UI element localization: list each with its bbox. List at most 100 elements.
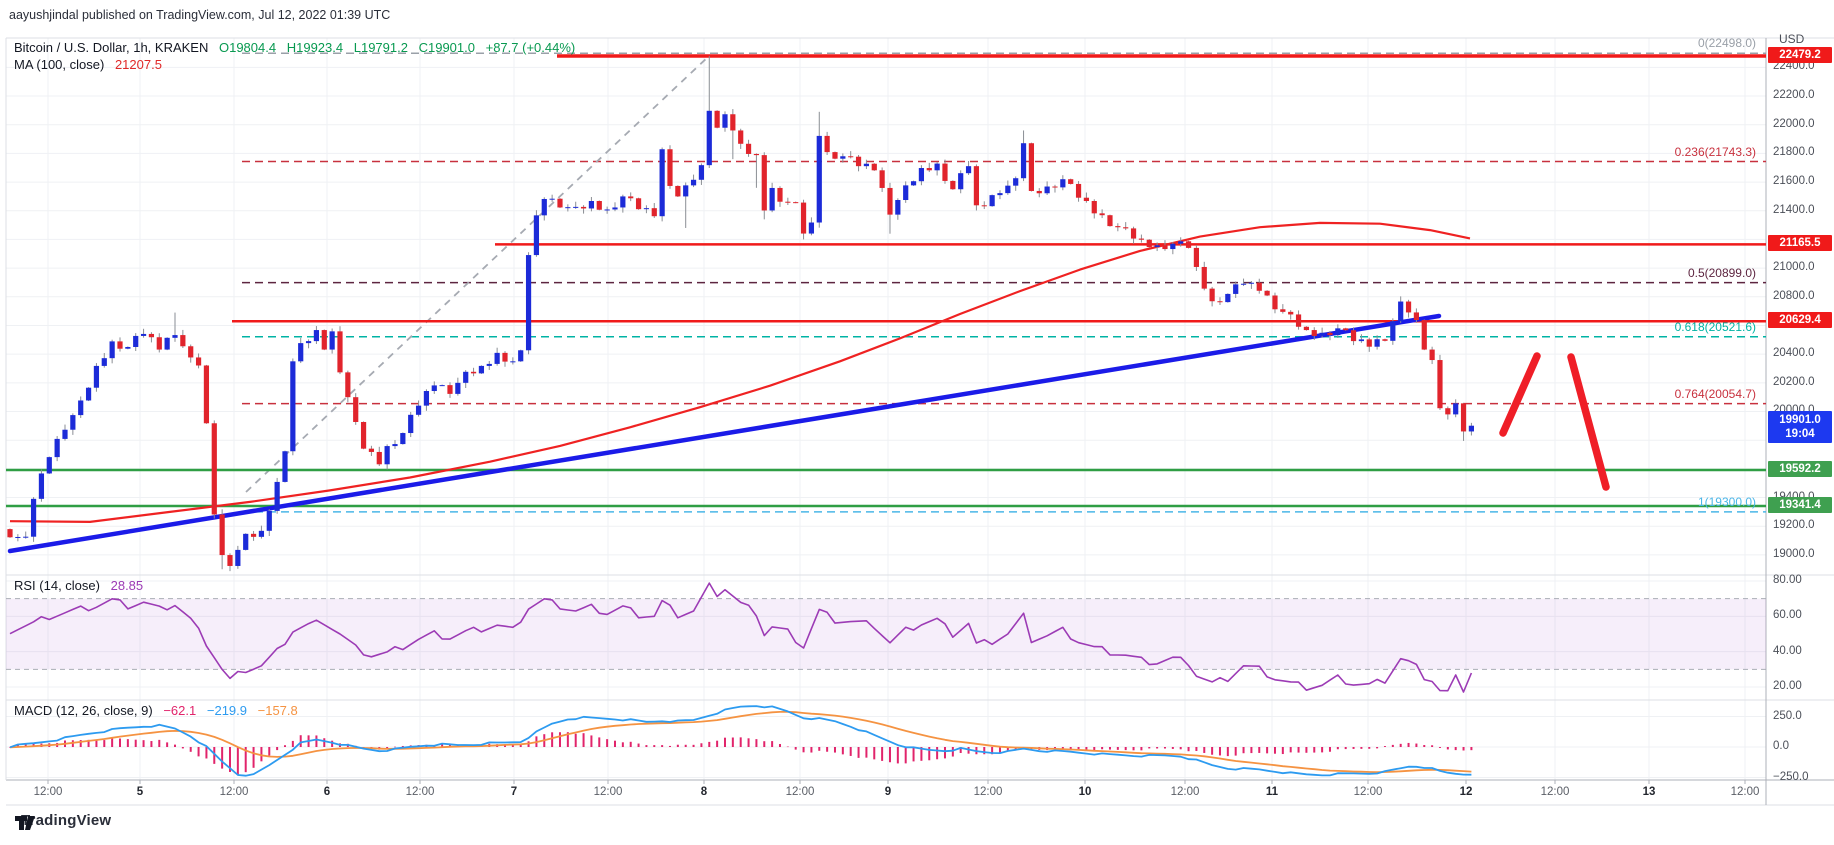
current-price-badge: 19901.0 19:04 xyxy=(1768,411,1832,443)
macd-histogram-bar xyxy=(1415,743,1418,747)
macd-histogram-bar xyxy=(1006,747,1009,751)
macd-axis-label: −250.0 xyxy=(1773,771,1809,783)
legend-close: C19901.0 xyxy=(418,40,475,55)
rsi-legend[interactable]: RSI (14, close) 28.85 xyxy=(14,578,150,593)
macd-legend[interactable]: MACD (12, 26, close, 9) −62.1 −219.9 −15… xyxy=(14,703,305,718)
time-axis-label: 12:00 xyxy=(1730,786,1760,798)
fib-retracement-lines[interactable] xyxy=(242,52,1766,513)
macd-histogram-bar xyxy=(629,741,632,747)
macd-histogram-bar xyxy=(1344,747,1347,750)
macd-histogram-bar xyxy=(252,747,255,768)
macd-histogram-bar xyxy=(173,744,176,747)
macd-histogram-bar xyxy=(849,747,852,756)
macd-histogram-bar xyxy=(511,744,514,747)
macd-histogram-bar xyxy=(1093,747,1096,751)
macd-histogram-bar xyxy=(1321,747,1324,753)
price-axis-label: 19200.0 xyxy=(1773,519,1815,531)
price-axis-label: 19000.0 xyxy=(1773,548,1815,560)
legend-open: O19804.4 xyxy=(218,40,277,55)
macd-histogram-bar xyxy=(739,737,742,747)
macd-histogram-bar xyxy=(213,747,216,764)
macd-histogram-bar xyxy=(1407,742,1410,747)
macd-histogram-bar xyxy=(1462,747,1465,751)
macd-histogram-bar xyxy=(166,742,169,747)
macd-histogram-bar xyxy=(142,740,145,747)
macd-histogram-bar xyxy=(118,738,121,747)
macd-histogram-bar xyxy=(1360,747,1363,749)
rsi-pane[interactable] xyxy=(9,582,1473,693)
macd-histogram-bar xyxy=(881,747,884,761)
support-resistance-lines[interactable] xyxy=(6,54,1766,508)
macd-histogram-bar xyxy=(1266,747,1269,754)
macd-histogram-bar xyxy=(1053,747,1056,749)
macd-axis-label: 0.0 xyxy=(1773,740,1789,752)
macd-histogram-bar xyxy=(1273,747,1276,754)
macd-histogram-bar xyxy=(936,747,939,760)
price-axis-label: 21600.0 xyxy=(1773,175,1815,187)
trend-projection-dashed-line[interactable] xyxy=(245,55,710,493)
macd-histogram-bar xyxy=(1132,747,1135,751)
macd-histogram-bar xyxy=(661,745,664,747)
macd-histogram-bar xyxy=(1156,747,1159,749)
macd-histogram-bar xyxy=(401,745,404,747)
macd-histogram-bar xyxy=(700,743,703,747)
macd-histogram-bar xyxy=(1234,747,1237,756)
macd-histogram-bar xyxy=(291,740,294,747)
time-axis-label: 12:00 xyxy=(973,786,1003,798)
ascending-trendline[interactable] xyxy=(7,313,1442,554)
macd-histogram-bar xyxy=(79,740,82,747)
tradingview-logo-text: TradingView xyxy=(21,812,112,829)
candle-countdown: 19:04 xyxy=(1785,428,1815,440)
macd-histogram-bar xyxy=(1399,743,1402,747)
pane-frame xyxy=(5,37,1834,806)
macd-histogram-bar xyxy=(519,744,522,747)
macd-histogram-bar xyxy=(331,740,334,747)
price-axis-label: 20400.0 xyxy=(1773,347,1815,359)
macd-histogram-bar xyxy=(448,744,451,747)
macd-pane[interactable] xyxy=(9,705,1473,777)
drawn-arrow-down[interactable] xyxy=(1567,353,1610,491)
time-axis-label: 12:00 xyxy=(785,786,815,798)
macd-histogram-bar xyxy=(111,738,114,747)
ma-legend[interactable]: MA (100, close) 21207.5 xyxy=(14,57,169,72)
macd-histogram-bar xyxy=(621,742,624,747)
macd-histogram-bar xyxy=(810,747,813,753)
time-axis-label: 13 xyxy=(1642,786,1656,798)
candles-series[interactable] xyxy=(7,55,1475,572)
price-level-badge: 19592.2 xyxy=(1768,461,1832,477)
time-axis-label: 12:00 xyxy=(1353,786,1383,798)
macd-histogram-bar xyxy=(747,738,750,747)
macd-line-value: −219.9 xyxy=(206,703,247,718)
macd-histogram-bar xyxy=(896,747,899,764)
drawn-arrow-up[interactable] xyxy=(1499,352,1541,437)
time-axis-label: 11 xyxy=(1265,786,1279,798)
macd-histogram-bar xyxy=(1446,747,1449,750)
symbol-legend[interactable]: Bitcoin / U.S. Dollar, 1h, KRAKEN O19804… xyxy=(14,40,582,55)
macd-histogram-bar xyxy=(1218,747,1221,756)
time-axis-label: 12:00 xyxy=(1170,786,1200,798)
legend-low: L19791.2 xyxy=(353,40,408,55)
time-axis-label: 9 xyxy=(884,786,892,798)
macd-histogram-bar xyxy=(276,747,279,751)
macd-histogram-bar xyxy=(1376,747,1379,749)
macd-histogram-bar xyxy=(1195,747,1198,751)
price-axis-label: 20200.0 xyxy=(1773,376,1815,388)
macd-histogram-bar xyxy=(95,739,98,747)
macd-histogram-bar xyxy=(1305,747,1308,753)
macd-hist-value: −62.1 xyxy=(163,703,197,718)
macd-histogram-bar xyxy=(833,747,836,753)
fib-level-label: 0.764(20054.7) xyxy=(1674,386,1756,401)
macd-histogram-bar xyxy=(299,735,302,747)
tradingview-watermark[interactable]: TradingView xyxy=(14,812,112,830)
ma100-line[interactable] xyxy=(9,221,1471,524)
macd-histogram-bar xyxy=(857,747,860,758)
rsi-axis-label: 60.00 xyxy=(1773,609,1802,621)
price-axis-label: 22000.0 xyxy=(1773,118,1815,130)
macd-histogram-bar xyxy=(1391,744,1394,747)
macd-histogram-bar xyxy=(943,747,946,759)
macd-histogram-bar xyxy=(574,733,577,747)
macd-histogram-bar xyxy=(1328,747,1331,752)
time-axis-label: 8 xyxy=(700,786,708,798)
macd-histogram-bar xyxy=(1250,747,1253,754)
